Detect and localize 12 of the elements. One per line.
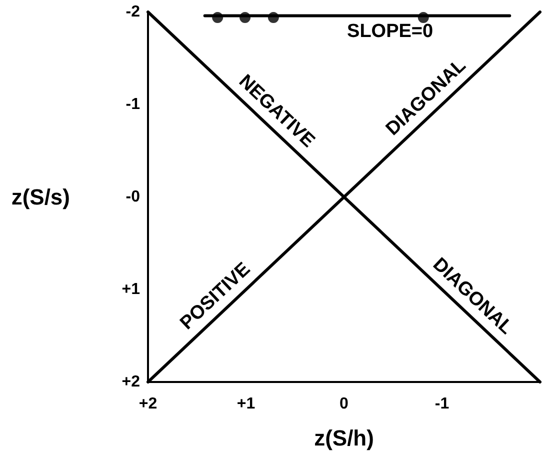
x-tick-label: +2	[138, 396, 158, 412]
y-tick-label: -1	[126, 96, 140, 113]
y-tick-label: -2	[126, 4, 140, 20]
x-tick-label: +1	[236, 396, 256, 412]
x-tick-label: -1	[434, 396, 450, 412]
y-tick-label: +2	[122, 374, 140, 390]
y-axis-title: z(S/s)	[11, 184, 70, 210]
y-tick-label: -0	[126, 188, 140, 206]
annotation: SLOPE=0	[347, 21, 434, 42]
x-axis-title: z(S/h)	[314, 426, 374, 450]
x-tick-label: 0	[340, 396, 349, 412]
y-tick-label: +1	[122, 281, 140, 298]
